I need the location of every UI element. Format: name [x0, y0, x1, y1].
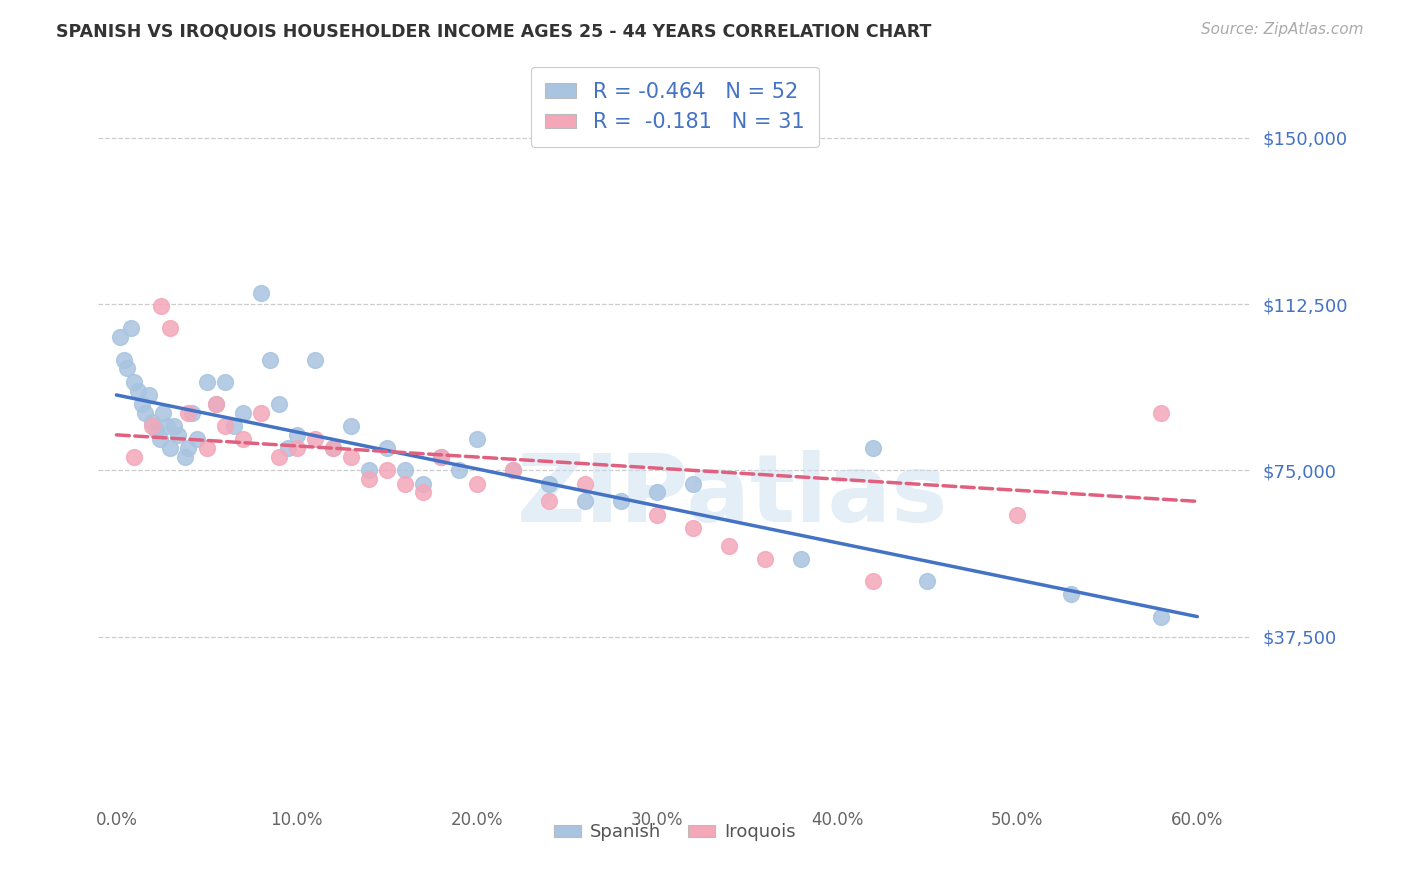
- Point: [574, 494, 596, 508]
- Point: [152, 406, 174, 420]
- Point: [447, 463, 470, 477]
- Text: Source: ZipAtlas.com: Source: ZipAtlas.com: [1201, 22, 1364, 37]
- Point: [322, 441, 344, 455]
- Point: [1060, 587, 1083, 601]
- Point: [537, 476, 560, 491]
- Point: [120, 321, 142, 335]
- Point: [1150, 609, 1173, 624]
- Point: [149, 432, 172, 446]
- Point: [141, 415, 163, 429]
- Point: [127, 384, 149, 398]
- Point: [204, 397, 226, 411]
- Point: [285, 428, 308, 442]
- Point: [138, 388, 160, 402]
- Point: [357, 472, 380, 486]
- Point: [267, 450, 290, 464]
- Point: [357, 463, 380, 477]
- Point: [1150, 406, 1173, 420]
- Text: SPANISH VS IROQUOIS HOUSEHOLDER INCOME AGES 25 - 44 YEARS CORRELATION CHART: SPANISH VS IROQUOIS HOUSEHOLDER INCOME A…: [56, 22, 932, 40]
- Point: [322, 441, 344, 455]
- Point: [915, 574, 938, 589]
- Point: [222, 419, 245, 434]
- Point: [375, 463, 398, 477]
- Point: [394, 476, 416, 491]
- Point: [131, 397, 153, 411]
- Point: [465, 476, 488, 491]
- Point: [163, 419, 186, 434]
- Point: [150, 299, 173, 313]
- Point: [537, 494, 560, 508]
- Point: [259, 352, 281, 367]
- Point: [754, 552, 776, 566]
- Point: [159, 441, 181, 455]
- Point: [249, 285, 271, 300]
- Point: [304, 352, 326, 367]
- Point: [186, 432, 208, 446]
- Point: [610, 494, 633, 508]
- Point: [156, 419, 179, 434]
- Point: [141, 419, 163, 434]
- Point: [502, 463, 524, 477]
- Point: [682, 521, 704, 535]
- Point: [339, 419, 361, 434]
- Point: [159, 321, 181, 335]
- Point: [790, 552, 813, 566]
- Point: [267, 397, 290, 411]
- Point: [862, 441, 884, 455]
- Point: [195, 375, 218, 389]
- Point: [231, 406, 254, 420]
- Point: [285, 441, 308, 455]
- Point: [574, 476, 596, 491]
- Text: ZIPatlas: ZIPatlas: [517, 450, 948, 541]
- Point: [177, 406, 200, 420]
- Point: [124, 450, 146, 464]
- Point: [1005, 508, 1028, 522]
- Point: [412, 476, 434, 491]
- Point: [214, 419, 236, 434]
- Point: [339, 450, 361, 464]
- Point: [177, 441, 200, 455]
- Point: [145, 424, 167, 438]
- Point: [717, 539, 740, 553]
- Point: [682, 476, 704, 491]
- Point: [429, 450, 451, 464]
- Point: [214, 375, 236, 389]
- Point: [277, 441, 299, 455]
- Point: [108, 330, 131, 344]
- Point: [124, 375, 146, 389]
- Point: [134, 406, 156, 420]
- Point: [502, 463, 524, 477]
- Point: [112, 352, 135, 367]
- Point: [195, 441, 218, 455]
- Point: [117, 361, 139, 376]
- Point: [862, 574, 884, 589]
- Point: [412, 485, 434, 500]
- Point: [204, 397, 226, 411]
- Point: [304, 432, 326, 446]
- Legend: Spanish, Iroquois: Spanish, Iroquois: [547, 816, 803, 848]
- Point: [465, 432, 488, 446]
- Point: [375, 441, 398, 455]
- Point: [249, 406, 271, 420]
- Point: [181, 406, 204, 420]
- Point: [394, 463, 416, 477]
- Point: [174, 450, 197, 464]
- Point: [166, 428, 188, 442]
- Point: [645, 485, 668, 500]
- Point: [231, 432, 254, 446]
- Point: [429, 450, 451, 464]
- Point: [645, 508, 668, 522]
